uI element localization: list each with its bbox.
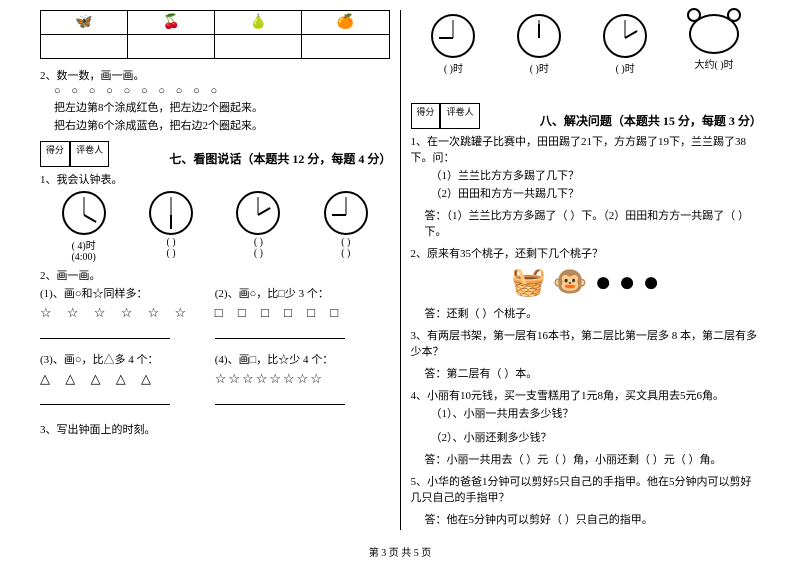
q8-1-2: （2）田田和方方一共踢几下？: [431, 185, 761, 201]
clock-icon: [431, 14, 475, 58]
clock-sub: (4:00): [62, 252, 106, 263]
clock-icon: [517, 14, 561, 58]
clock-label: ( )时: [517, 60, 561, 75]
score-cell: 得分: [411, 103, 441, 129]
clock-icon: [236, 191, 280, 235]
draw-title: (3)、画○，比△多 4 个：: [40, 351, 215, 367]
q8-5-ans: 答：他在5分钟内可以剪好（ ）只自己的指甲。: [425, 511, 761, 527]
empty-cell: [215, 35, 302, 59]
q7-1: 1、我会认钟表。: [40, 171, 390, 187]
q8-2-ans: 答：还剩（ ）个桃子。: [425, 305, 761, 321]
q8-4-1: （1）、小丽一共用去多少钱？: [431, 405, 761, 421]
empty-cell: [128, 35, 215, 59]
q8-3: 3、有两层书架，第一层有16本书，第二层比第一层多 8 本，第二层有多少本？: [411, 327, 761, 359]
peach-basket-icon: 🧺 🐵 ● ● ●: [411, 265, 761, 299]
section-8-title: 八、解决问题（本题共 15 分，每题 3 分）: [540, 112, 760, 129]
score-box: 得分 评卷人 八、解决问题（本题共 15 分，每题 3 分）: [411, 103, 761, 129]
grader-cell: 评卷人: [70, 141, 110, 167]
q2-line1: 把左边第8个涂成红色，把左边2个圈起来。: [54, 99, 390, 115]
clock-item: ( ) ( ): [236, 191, 280, 263]
table-row: 🦋 🍒 🍐 🍊: [41, 11, 390, 35]
clock-item: ( )时: [517, 14, 561, 75]
q8-1: 1、在一次跳罐子比赛中，田田踢了21下，方方踢了19下，兰兰踢了38下。问：: [411, 133, 761, 165]
clock-label: ( 4)时: [62, 237, 106, 252]
right-column: ( )时 ( )时 ( )时 大约( )时 得分 评卷人 八、解决问题（本题共 …: [401, 10, 771, 530]
clock-label: ( ): [149, 237, 193, 248]
clock-icon: [149, 191, 193, 235]
q8-4: 4、小丽有10元钱，买一支雪糕用了1元8角，买文具用去5元6角。: [411, 387, 761, 403]
q8-4-ans: 答：小丽一共用去（ ）元（ ）角，小丽还剩（ ）元（ ）角。: [425, 451, 761, 467]
alarm-clock-icon: [689, 14, 739, 54]
q8-1-ans: 答：（1）兰兰比方方多踢了（ ）下。（2）田田和方方一共踢了（ ）下。: [425, 207, 761, 239]
draw-title: (4)、画□，比☆少 4 个：: [215, 351, 390, 367]
clock-item: 大约( )时: [689, 14, 739, 75]
fruit-table: 🦋 🍒 🍐 🍊: [40, 10, 390, 59]
clock-label: ( ): [236, 237, 280, 248]
q7-2: 2、画一画。: [40, 267, 390, 283]
empty-cell: [302, 35, 389, 59]
circle-row: ○ ○ ○ ○ ○ ○ ○ ○ ○ ○: [54, 85, 390, 97]
answer-line: [40, 391, 170, 405]
clock-label: 大约( )时: [689, 56, 739, 71]
clock-item: ( )时: [603, 14, 647, 75]
clock-row-1: ( 4)时 (4:00) ( ) ( ) ( ) ( ) ( ) ( ): [40, 191, 390, 263]
score-cell: 得分: [40, 141, 70, 167]
star-row: ☆ ☆ ☆ ☆ ☆ ☆: [40, 305, 215, 321]
fruit-cell: 🍊: [302, 11, 389, 35]
left-column: 🦋 🍒 🍐 🍊 2、数一数，画一画。 ○ ○ ○ ○ ○ ○ ○ ○ ○ ○ 把…: [30, 10, 401, 530]
clock-sub: ( ): [236, 248, 280, 259]
page-footer: 第 3 页 共 5 页: [0, 544, 800, 559]
clock-icon: [603, 14, 647, 58]
draw-title: (2)、画○，比□少 3 个：: [215, 285, 390, 301]
draw-title: (1)、画○和☆同样多：: [40, 285, 215, 301]
clock-icon: [324, 191, 368, 235]
star-row: ☆☆☆☆☆☆☆☆: [215, 371, 390, 387]
q8-5: 5、小华的爸爸1分钟可以剪好5只自己的手指甲。他在5分钟内可以剪好几只自己的手指…: [411, 473, 761, 505]
clock-sub: ( ): [149, 248, 193, 259]
clock-label: ( )时: [431, 60, 475, 75]
clock-icon: [62, 191, 106, 235]
q8-2: 2、原来有35个桃子，还剩下几个桃子？: [411, 245, 761, 261]
clock-label: ( ): [324, 237, 368, 248]
page-container: 🦋 🍒 🍐 🍊 2、数一数，画一画。 ○ ○ ○ ○ ○ ○ ○ ○ ○ ○ 把…: [0, 0, 800, 530]
draw-item: (3)、画○，比△多 4 个： △ △ △ △ △: [40, 351, 215, 405]
q8-1-1: （1）兰兰比方方多踢了几下？: [431, 167, 761, 183]
answer-line: [215, 391, 345, 405]
triangle-row: △ △ △ △ △: [40, 371, 215, 387]
q7-3: 3、写出钟面上的时刻。: [40, 421, 390, 437]
draw-grid: (1)、画○和☆同样多： ☆ ☆ ☆ ☆ ☆ ☆ (2)、画○，比□少 3 个：…: [40, 285, 390, 417]
clock-item: ( ) ( ): [324, 191, 368, 263]
score-box: 得分 评卷人 七、看图说话（本题共 12 分，每题 4 分）: [40, 141, 390, 167]
draw-item: (1)、画○和☆同样多： ☆ ☆ ☆ ☆ ☆ ☆: [40, 285, 215, 339]
fruit-cell: 🦋: [41, 11, 128, 35]
clock-sub: ( ): [324, 248, 368, 259]
clock-item: ( 4)时 (4:00): [62, 191, 106, 263]
draw-item: (2)、画○，比□少 3 个： □ □ □ □ □ □: [215, 285, 390, 339]
answer-line: [40, 325, 170, 339]
answer-line: [215, 325, 345, 339]
fruit-cell: 🍒: [128, 11, 215, 35]
clock-label: ( )时: [603, 60, 647, 75]
section-7-title: 七、看图说话（本题共 12 分，每题 4 分）: [169, 150, 389, 167]
fruit-cell: 🍐: [215, 11, 302, 35]
grader-cell: 评卷人: [440, 103, 480, 129]
clock-item: ( ) ( ): [149, 191, 193, 263]
clock-row-top: ( )时 ( )时 ( )时 大约( )时: [411, 14, 761, 75]
table-row: [41, 35, 390, 59]
q2-title: 2、数一数，画一画。: [40, 67, 390, 83]
clock-item: ( )时: [431, 14, 475, 75]
draw-item: (4)、画□，比☆少 4 个： ☆☆☆☆☆☆☆☆: [215, 351, 390, 405]
square-row: □ □ □ □ □ □: [215, 305, 390, 321]
q8-3-ans: 答：第二层有（ ）本。: [425, 365, 761, 381]
empty-cell: [41, 35, 128, 59]
q2-line2: 把右边第6个涂成蓝色，把右边2个圈起来。: [54, 117, 390, 133]
q8-4-2: （2）、小丽还剩多少钱？: [431, 429, 761, 445]
